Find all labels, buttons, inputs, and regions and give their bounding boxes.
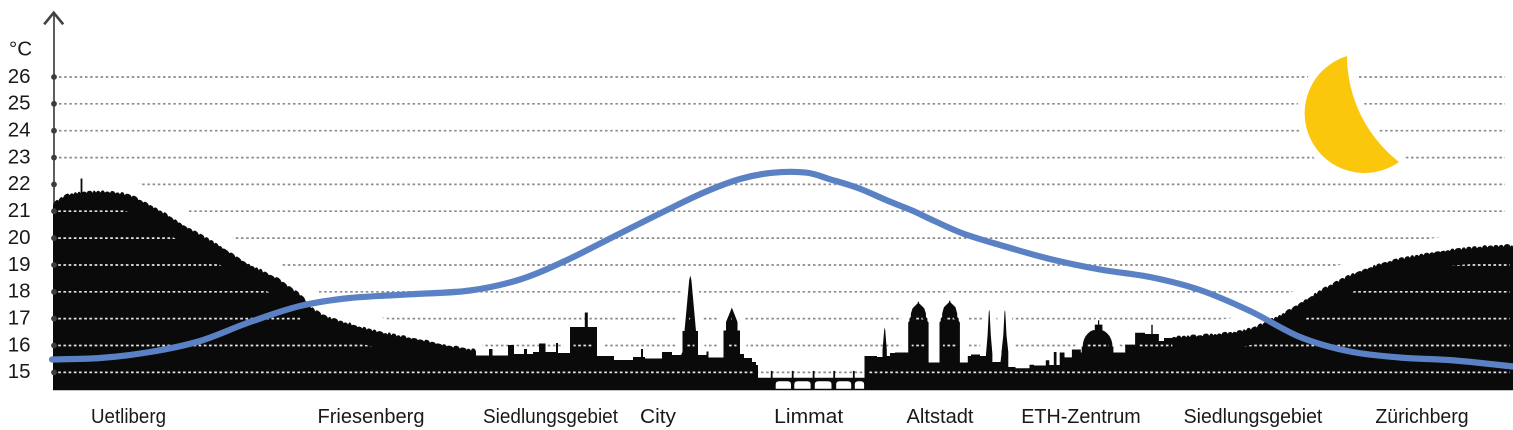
svg-text:Zürichberg: Zürichberg <box>1375 406 1468 428</box>
svg-text:Siedlungsgebiet: Siedlungsgebiet <box>1184 406 1323 428</box>
svg-text:23: 23 <box>8 145 31 168</box>
svg-text:Siedlungsgebiet: Siedlungsgebiet <box>483 406 618 428</box>
svg-text:25: 25 <box>8 92 31 115</box>
svg-text:15: 15 <box>8 360 31 383</box>
svg-text:20: 20 <box>8 226 31 249</box>
svg-text:Uetliberg: Uetliberg <box>91 406 166 428</box>
svg-text:16: 16 <box>8 333 31 356</box>
svg-text:City: City <box>640 406 676 428</box>
svg-text:17: 17 <box>8 306 31 329</box>
svg-text:19: 19 <box>8 253 31 276</box>
svg-text:21: 21 <box>8 199 31 222</box>
svg-text:Altstadt: Altstadt <box>907 406 974 428</box>
svg-text:26: 26 <box>8 65 31 88</box>
svg-text:°C: °C <box>9 38 32 61</box>
svg-text:ETH-Zentrum: ETH-Zentrum <box>1021 406 1141 428</box>
svg-text:18: 18 <box>8 280 31 303</box>
svg-text:Friesenberg: Friesenberg <box>318 406 425 428</box>
svg-text:Limmat: Limmat <box>774 406 843 428</box>
svg-text:22: 22 <box>8 172 31 195</box>
svg-text:24: 24 <box>8 119 31 142</box>
